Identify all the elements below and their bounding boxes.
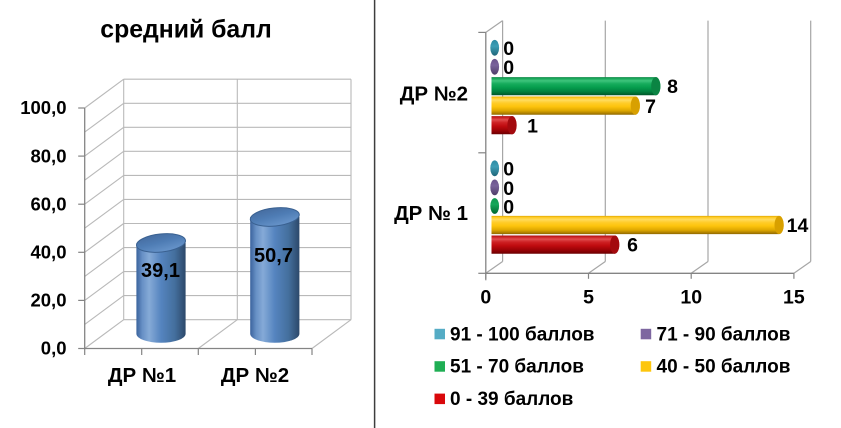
- svg-text:8: 8: [667, 76, 678, 98]
- svg-text:ДР №1: ДР №1: [108, 364, 176, 387]
- svg-text:0: 0: [503, 178, 514, 200]
- svg-text:100,0: 100,0: [20, 97, 66, 118]
- svg-text:0: 0: [503, 38, 514, 60]
- svg-text:40,0: 40,0: [30, 242, 66, 263]
- svg-text:15: 15: [783, 287, 805, 309]
- svg-text:5: 5: [583, 287, 594, 309]
- svg-text:60,0: 60,0: [30, 193, 66, 214]
- svg-text:71 - 90 баллов: 71 - 90 баллов: [657, 324, 791, 345]
- svg-text:ДР №2: ДР №2: [221, 364, 289, 387]
- svg-text:14: 14: [787, 215, 809, 237]
- svg-text:0 - 39 баллов: 0 - 39 баллов: [450, 389, 573, 410]
- svg-text:51 - 70 баллов: 51 - 70 баллов: [450, 357, 584, 378]
- svg-text:7: 7: [645, 96, 656, 118]
- svg-text:0: 0: [503, 196, 514, 218]
- svg-text:80,0: 80,0: [30, 145, 66, 166]
- svg-text:1: 1: [527, 115, 538, 137]
- svg-text:39,1: 39,1: [141, 260, 180, 282]
- svg-text:ДР №2: ДР №2: [400, 82, 468, 105]
- svg-text:50,7: 50,7: [254, 245, 293, 267]
- svg-text:20,0: 20,0: [30, 290, 66, 311]
- svg-text:ДР № 1: ДР № 1: [394, 202, 468, 225]
- svg-text:91 - 100 баллов: 91 - 100 баллов: [450, 324, 594, 345]
- svg-text:0: 0: [503, 159, 514, 181]
- svg-text:0,0: 0,0: [41, 338, 67, 359]
- svg-text:10: 10: [680, 287, 702, 309]
- svg-text:40 - 50 баллов: 40 - 50 баллов: [657, 357, 791, 378]
- svg-text:0: 0: [503, 57, 514, 79]
- svg-text:средний балл: средний балл: [100, 17, 271, 44]
- svg-text:0: 0: [480, 287, 491, 309]
- svg-text:6: 6: [627, 235, 638, 257]
